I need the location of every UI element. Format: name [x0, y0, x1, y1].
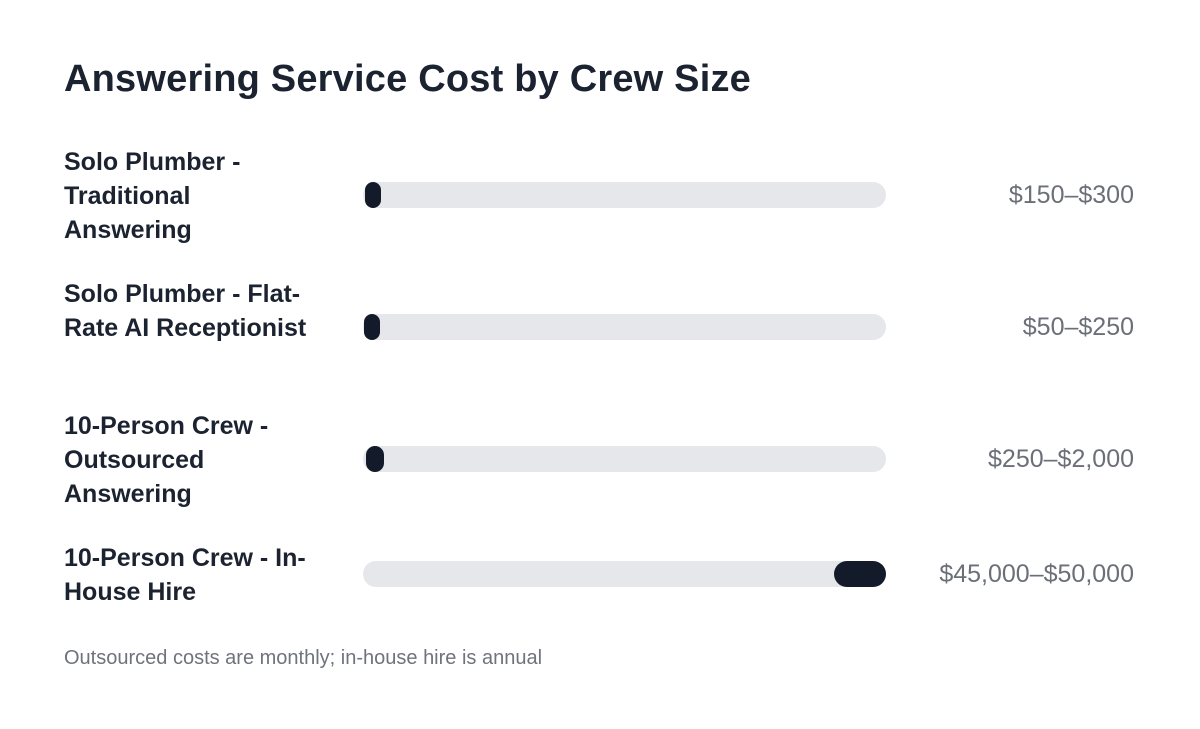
range-bar	[363, 314, 380, 340]
chart-title: Answering Service Cost by Crew Size	[64, 58, 752, 100]
range-bar	[364, 182, 381, 208]
bar-track	[363, 182, 886, 208]
row-label: 10-Person Crew - Outsourced Answering	[64, 412, 269, 508]
row-label: Solo Plumber - Flat-Rate AI Receptionist	[64, 280, 307, 342]
range-bar	[833, 561, 886, 587]
range-bar	[365, 446, 384, 472]
row-label: Solo Plumber - Traditional Answering	[64, 148, 241, 244]
row-label: 10-Person Crew - In-House Hire	[64, 544, 306, 606]
value-label: $250–$2,000	[988, 445, 1134, 473]
value-label: $50–$250	[1022, 313, 1134, 341]
bar-track	[363, 446, 886, 472]
chart-footnote: Outsourced costs are monthly; in-house h…	[64, 647, 543, 669]
value-label: $45,000–$50,000	[939, 560, 1134, 588]
bar-track	[363, 314, 886, 340]
value-label: $150–$300	[1008, 181, 1134, 209]
bar-track	[363, 561, 886, 587]
